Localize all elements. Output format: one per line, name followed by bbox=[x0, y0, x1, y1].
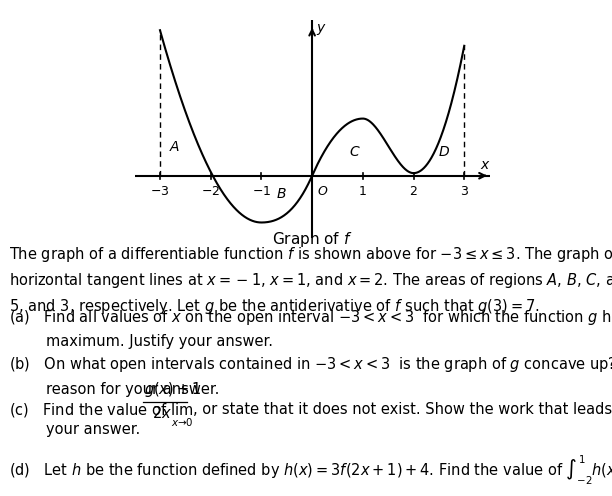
Text: $-1$: $-1$ bbox=[252, 185, 271, 198]
Text: (d)   Let $h$ be the function defined by $h(x) = 3f(2x+1)+4$. Find the value of : (d) Let $h$ be the function defined by $… bbox=[9, 453, 612, 487]
Text: $-3$: $-3$ bbox=[151, 185, 170, 198]
Text: $O$: $O$ bbox=[317, 185, 329, 198]
Text: $2x$: $2x$ bbox=[152, 405, 172, 421]
Text: $3$: $3$ bbox=[460, 185, 469, 198]
Text: (b)   On what open intervals contained in $-3 < x < 3$  is the graph of $g$ conc: (b) On what open intervals contained in … bbox=[9, 356, 612, 397]
Text: your answer.: your answer. bbox=[9, 423, 140, 437]
Text: $2$: $2$ bbox=[409, 185, 418, 198]
Text: $y$: $y$ bbox=[316, 22, 327, 37]
Text: $-2$: $-2$ bbox=[201, 185, 220, 198]
Text: $A$: $A$ bbox=[168, 140, 180, 154]
Text: Graph of $f$: Graph of $f$ bbox=[272, 230, 353, 249]
Text: $B$: $B$ bbox=[277, 187, 287, 201]
Text: (a)   Find all values of $x$ on the open interval $-3 < x < 3$  for which the fu: (a) Find all values of $x$ on the open i… bbox=[9, 308, 612, 349]
Text: $C$: $C$ bbox=[349, 145, 361, 159]
Text: The graph of a differentiable function $f$ is shown above for $-3 \leq x \leq 3$: The graph of a differentiable function $… bbox=[9, 245, 612, 315]
Text: $x$: $x$ bbox=[480, 158, 491, 172]
Text: , or state that it does not exist. Show the work that leads to: , or state that it does not exist. Show … bbox=[193, 402, 612, 417]
Text: $D$: $D$ bbox=[438, 145, 450, 159]
Text: (c)   Find the value of $\lim_{x \to 0}$: (c) Find the value of $\lim_{x \to 0}$ bbox=[9, 402, 193, 429]
Text: $g(x)+1$: $g(x)+1$ bbox=[144, 380, 201, 399]
Text: $1$: $1$ bbox=[359, 185, 367, 198]
